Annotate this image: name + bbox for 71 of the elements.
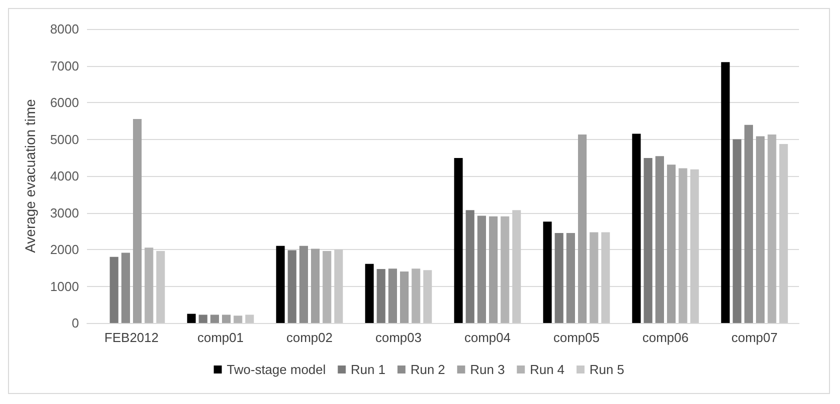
bar [234, 316, 242, 323]
bar [276, 246, 285, 323]
y-axis-title: Average evacuation time [22, 98, 38, 253]
y-tick-label: 5000 [50, 132, 79, 147]
bar [110, 256, 118, 323]
y-tick-label: 7000 [50, 58, 79, 74]
y-tick-label: 6000 [50, 95, 79, 110]
bar [655, 156, 664, 323]
y-tick-label: 8000 [50, 22, 79, 36]
bar [744, 124, 753, 323]
legend-label: Run 1 [350, 362, 386, 377]
bar [632, 134, 641, 323]
bar [489, 216, 498, 323]
y-tick-label: 2000 [50, 242, 79, 257]
bar [500, 216, 510, 323]
x-tick-label: comp07 [731, 330, 778, 345]
bar [400, 272, 409, 323]
bar [144, 248, 154, 323]
bar [210, 314, 219, 323]
bar [222, 314, 231, 323]
bar [690, 169, 699, 323]
bar [566, 232, 575, 323]
bar [121, 252, 130, 323]
y-tick-label: 3000 [50, 205, 79, 220]
bar [644, 158, 652, 323]
bar [245, 314, 254, 323]
x-tick-label: FEB2012 [104, 330, 159, 345]
bar [721, 62, 730, 323]
legend-label: Two-stage model [226, 362, 326, 377]
bar [578, 134, 587, 323]
x-tick-label: comp01 [197, 330, 244, 345]
bar [756, 136, 765, 323]
bar [365, 264, 374, 323]
bar [299, 246, 308, 323]
bar [334, 250, 343, 323]
bar [423, 270, 432, 323]
bar [376, 268, 386, 323]
bar [667, 164, 676, 323]
bar [288, 250, 296, 323]
y-tick-label: 0 [72, 316, 79, 330]
y-tick-label: 1000 [50, 278, 79, 294]
legend-label: Run 4 [530, 362, 565, 377]
bar [732, 139, 742, 323]
legend-label: Run 3 [470, 362, 505, 377]
x-tick-label: comp04 [464, 330, 511, 345]
bar [322, 250, 332, 323]
bar [678, 168, 688, 323]
bar [512, 210, 521, 323]
bar [466, 210, 474, 323]
bar [133, 119, 142, 323]
bar [590, 232, 598, 323]
x-tick-label: comp03 [375, 330, 422, 345]
bar [601, 232, 610, 323]
bar [477, 216, 486, 323]
bar [311, 248, 320, 323]
legend-label: Run 5 [590, 362, 624, 377]
bar [779, 144, 788, 323]
x-tick-label: comp02 [286, 330, 333, 345]
bar [454, 158, 463, 323]
bar [554, 232, 564, 323]
legend-label: Run 2 [410, 362, 446, 377]
bar [412, 268, 420, 323]
bar [543, 222, 552, 323]
y-tick-label: 4000 [50, 168, 79, 184]
bar [768, 134, 776, 323]
bar [187, 314, 196, 323]
bar [198, 314, 208, 323]
bar [156, 250, 165, 323]
bar [388, 268, 397, 323]
x-tick-label: comp05 [553, 330, 600, 345]
x-tick-label: comp06 [642, 330, 689, 345]
